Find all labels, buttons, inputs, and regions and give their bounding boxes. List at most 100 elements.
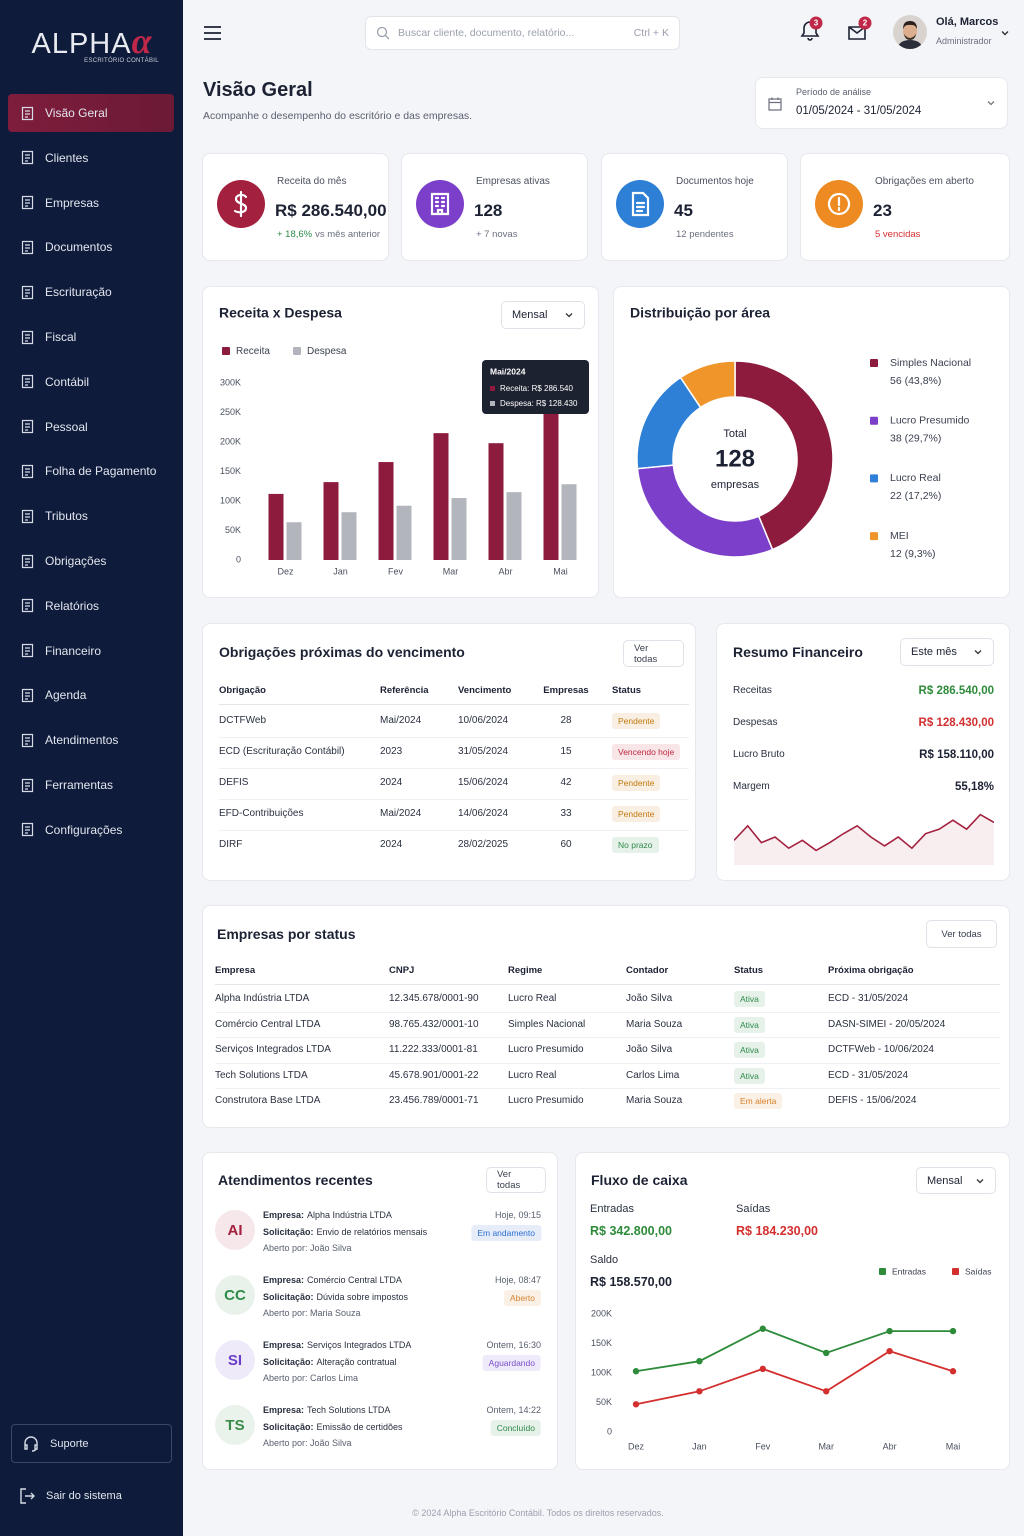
chevron-icon [565,313,573,318]
period-picker[interactable]: Período de análise 01/05/2024 - 31/05/20… [755,77,1008,129]
notifications-button[interactable]: 3 [795,15,825,45]
table-cell: DCTFWeb - 10/06/2024 [828,1044,934,1055]
x-tick-label: Jan [333,566,348,576]
card-title: Fluxo de caixa [591,1172,688,1188]
table-cell: 15/06/2024 [458,777,509,788]
menu-item[interactable]: Contábil [8,363,174,401]
search-box[interactable]: Buscar cliente, documento, relatório... … [365,16,680,50]
menu-item[interactable]: Empresas [8,184,174,222]
table-cell: 10/06/2024 [458,715,509,726]
notification-count: 3 [814,19,819,28]
period-select[interactable]: Este mês [900,638,994,666]
kpi-note-text: + 7 novas [476,229,518,240]
menu-item[interactable]: Folha de Pagamento [8,452,174,490]
donut-center-unit: empresas [711,479,760,491]
ticket-field-label: Solicitação: [263,1357,314,1367]
menu-item[interactable]: Relatórios [8,587,174,625]
period-chevron [987,101,995,106]
notification-badge [809,16,823,30]
menu-icon [21,330,34,344]
ticket-time: Ontem, 16:30 [486,1340,541,1350]
menu-item[interactable]: Escrituração [8,273,174,311]
table-cell: 14/06/2024 [458,808,509,819]
menu-item[interactable]: Tributos [8,497,174,535]
ticket-opened-by: Aberto por: João Silva [263,1243,352,1253]
card-title: Obrigações próximas do vencimento [219,644,465,660]
row-divider [215,1037,1000,1039]
menu-label: Atendimentos [45,733,119,748]
y-tick-label: 100K [591,1367,612,1377]
menu-icon-path [21,778,34,792]
menu-icon-path [21,285,34,299]
table-cell: 45.678.901/0001-22 [389,1069,479,1081]
menu-item[interactable]: Clientes [8,139,174,177]
ticket-time: Hoje, 09:15 [494,1210,541,1220]
ticket-status: Concluído [490,1420,541,1436]
menu-item[interactable]: Documentos [8,228,174,266]
menu-item[interactable]: Atendimentos [8,721,174,759]
menu-item[interactable]: Financeiro [8,632,174,670]
view-all-button[interactable]: Ver todas [926,920,997,948]
menu-item[interactable]: Fiscal [8,318,174,356]
period-select-text: Mensal [927,1174,963,1187]
row-divider [215,1088,1000,1090]
user-avatar[interactable] [893,15,927,49]
status-badge: Ativa [734,1042,765,1058]
period-select[interactable]: Mensal [501,301,585,329]
user-menu-chevron[interactable] [1000,28,1010,38]
table-header: Status [612,685,642,696]
menu-toggle[interactable] [203,25,223,41]
summary-label: Margem [733,781,770,792]
message-badge [858,16,872,30]
x-tick-label: Mar [818,1441,834,1451]
menu-icon [21,733,34,747]
ticket-avatar: AI [215,1210,255,1250]
menu-item[interactable]: Agenda [8,676,174,714]
bar [506,492,522,560]
line-point [886,1327,893,1335]
bar [433,433,449,560]
messages-button[interactable]: 2 [844,15,874,45]
menu-item[interactable]: Visão Geral [8,94,174,132]
bar [396,505,412,560]
kpi-label: Documentos hoje [676,176,754,187]
ticket-status: Aberto [503,1290,541,1306]
kpi-icon [416,180,464,228]
menu-label: Pessoal [45,419,88,434]
view-all-button[interactable]: Ver todas [486,1167,546,1193]
menu-icon [21,778,34,792]
kpi-note-text: vs mês anterior [315,229,381,240]
summary-value: R$ 286.540,00 [918,685,994,697]
table-header: Próxima obrigação [828,965,914,976]
ticket-line: Solicitação: Dúvida sobre impostos [263,1289,408,1305]
table-cell: 98.765.432/0001-10 [389,1018,479,1030]
menu-item[interactable]: Pessoal [8,408,174,446]
menu-icon [21,285,34,299]
menu-item[interactable]: Configurações [8,811,174,849]
table-header: Regime [508,965,543,976]
period-select[interactable]: Mensal [916,1167,996,1194]
kpi-card: Obrigações em aberto 23 5 vencidas [800,153,1010,261]
menu-icon-path [21,240,34,254]
ticket-avatar: TS [215,1405,255,1445]
ticket-line: Empresa: Alpha Indústria LTDA [263,1207,392,1223]
support-button[interactable]: Suporte [11,1424,172,1463]
menu-item[interactable]: Obrigações [8,542,174,580]
legend-value: 56 (43,8%) [890,375,941,387]
menu-item[interactable]: Ferramentas [8,766,174,804]
menu-icon [21,688,34,702]
bar [286,522,302,560]
user-role: Administrador [936,36,992,46]
menu-label: Visão Geral [45,106,108,120]
menu-icon [21,419,34,434]
row-divider [215,1011,1000,1013]
table-header: Empresas [543,685,589,696]
legend-label: Lucro Presumido [890,414,970,426]
view-all-button[interactable]: Ver todas [623,640,684,667]
ticket-field-value: Alteração contratual [316,1357,397,1367]
table-cell: Lucro Real [508,1069,557,1081]
logo-text: ALPHA [31,28,132,60]
kpi-note: + 18,6% vs mês anterior [277,229,380,240]
menu-icon [21,554,34,568]
logout-button[interactable]: Sair do sistema [18,1486,122,1506]
